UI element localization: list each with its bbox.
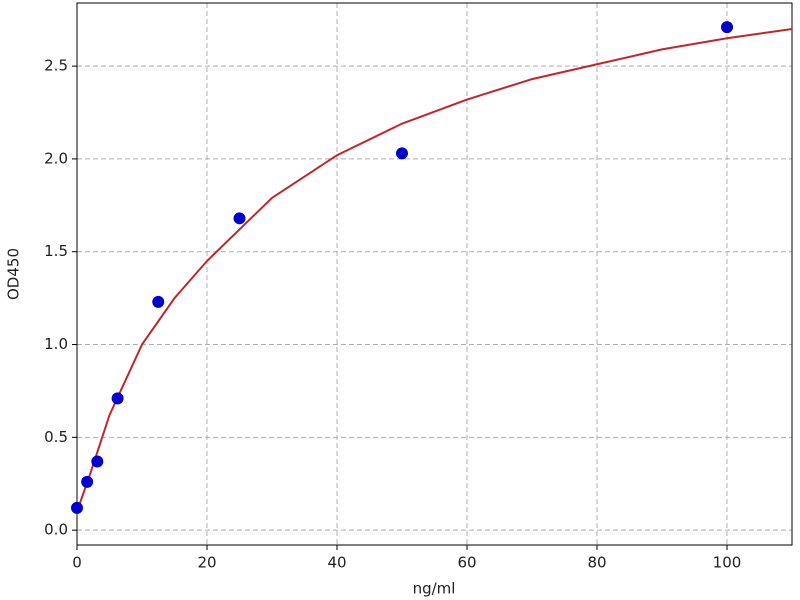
plot-frame [76, 2, 793, 546]
x-tick-label: 60 [457, 554, 476, 572]
y-axis-label: OD450 [5, 248, 23, 300]
point [71, 501, 83, 514]
x-tick-label: 100 [713, 554, 742, 572]
point [233, 212, 246, 225]
y-tick-label: 1.5 [44, 242, 68, 260]
y-tick-label: 0.5 [44, 428, 68, 446]
x-tick-label: 80 [587, 554, 606, 572]
point [91, 455, 104, 468]
y-tick-label: 2.5 [44, 57, 68, 75]
x-axis-label: ng/ml [413, 580, 456, 598]
point [152, 295, 165, 308]
point [396, 147, 408, 160]
y-tick-label: 0.0 [44, 521, 68, 539]
x-tick-label: 0 [72, 554, 82, 572]
x-tick-label: 20 [197, 554, 216, 572]
y-tick-label: 1.0 [44, 335, 68, 353]
point [721, 21, 733, 34]
x-tick-label: 40 [327, 554, 346, 572]
y-tick-label: 2.0 [44, 149, 68, 167]
point [111, 392, 124, 405]
point [81, 475, 94, 488]
fit-curve [76, 28, 793, 512]
